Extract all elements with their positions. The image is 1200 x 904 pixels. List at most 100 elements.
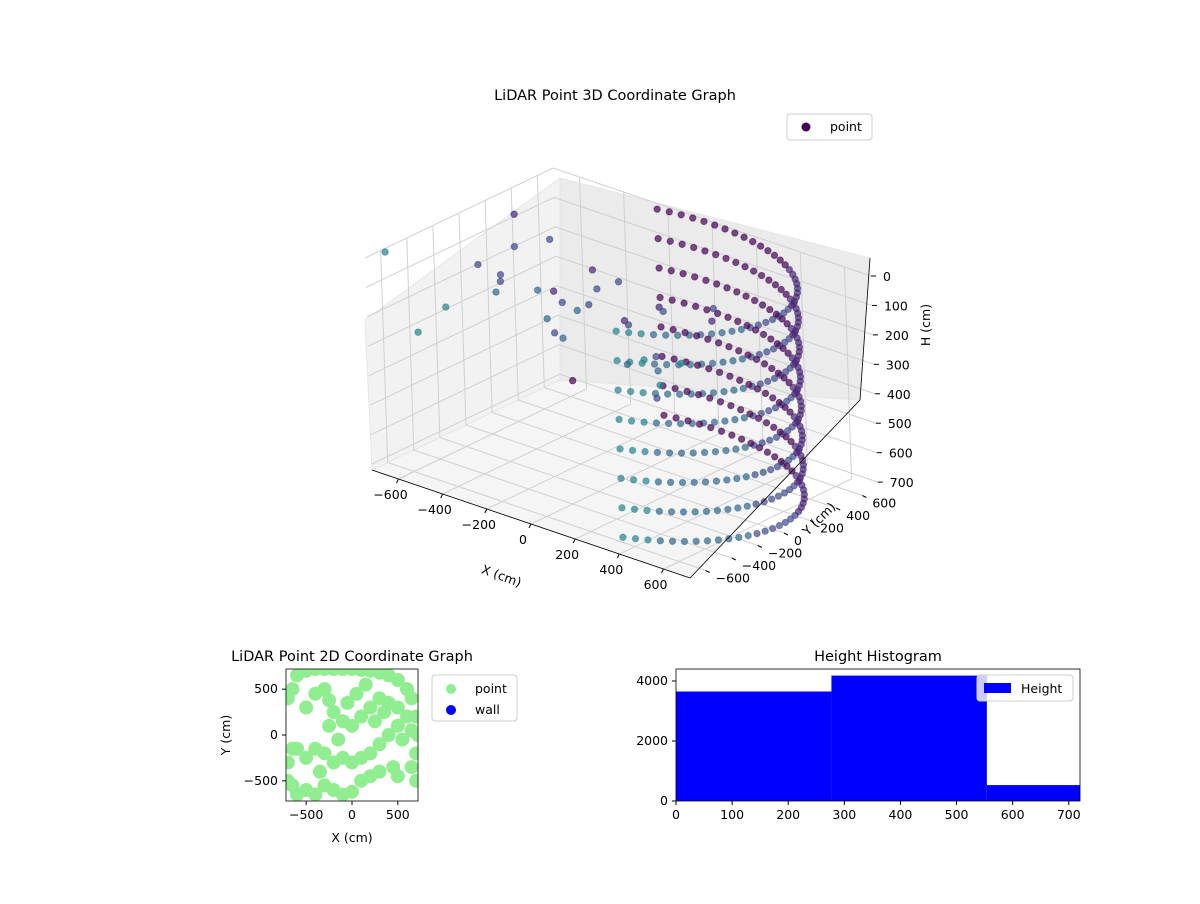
data-point-3d bbox=[679, 508, 688, 516]
data-point-2d-point bbox=[345, 718, 359, 733]
chart-3d-z-axis bbox=[859, 257, 871, 401]
data-point-3d bbox=[712, 280, 721, 288]
data-point-3d bbox=[776, 256, 784, 264]
chart-3d-points bbox=[381, 205, 809, 546]
y-tick bbox=[809, 520, 815, 523]
data-point-3d bbox=[762, 318, 770, 327]
data-point-3d bbox=[663, 390, 672, 398]
data-point-3d bbox=[751, 470, 759, 479]
data-point-3d bbox=[720, 387, 728, 396]
x-tick bbox=[661, 568, 664, 574]
data-point-3d bbox=[767, 335, 775, 343]
data-point-3d bbox=[662, 360, 671, 369]
data-point-3d bbox=[623, 360, 632, 369]
data-point-3d bbox=[771, 281, 780, 289]
data-point-3d bbox=[730, 386, 738, 394]
data-point-3d bbox=[664, 419, 673, 428]
data-point-3d bbox=[689, 214, 697, 222]
z-tick-label: 400 bbox=[887, 387, 911, 402]
y-tick bbox=[835, 507, 841, 511]
data-point-3d bbox=[700, 217, 708, 226]
x-tick-label: 600 bbox=[644, 577, 668, 592]
data-point-3d bbox=[558, 298, 566, 307]
data-point-2d-point bbox=[286, 773, 295, 788]
data-point-3d bbox=[735, 347, 743, 355]
data-point-3d bbox=[559, 334, 567, 342]
data-point-3d bbox=[666, 237, 674, 245]
data-point-3d bbox=[782, 290, 790, 298]
x-tick-label: 200 bbox=[776, 807, 800, 822]
y-tick-label: 600 bbox=[872, 496, 896, 511]
data-point-3d bbox=[722, 254, 730, 263]
data-point-2d-point bbox=[390, 718, 405, 733]
data-point-2d-point bbox=[409, 746, 418, 761]
x-tick-label: 0 bbox=[519, 532, 527, 547]
histogram-title: Height Histogram bbox=[814, 649, 942, 665]
data-point-3d bbox=[654, 367, 662, 375]
data-point-3d bbox=[689, 449, 697, 457]
x-tick bbox=[616, 553, 620, 559]
data-point-3d bbox=[545, 235, 554, 244]
data-point-3d bbox=[743, 502, 751, 510]
data-point-3d bbox=[573, 306, 582, 315]
x-tick-label: 600 bbox=[1001, 807, 1025, 822]
data-point-3d bbox=[677, 449, 686, 457]
data-point-3d bbox=[652, 419, 661, 427]
data-point-3d bbox=[729, 357, 737, 365]
data-point-3d bbox=[670, 355, 678, 363]
y-tick-label: 200 bbox=[820, 521, 844, 536]
data-point-3d bbox=[714, 339, 723, 347]
data-point-3d bbox=[662, 331, 670, 339]
data-point-3d bbox=[727, 401, 735, 410]
data-point-2d-point bbox=[358, 677, 373, 692]
data-point-3d bbox=[787, 437, 795, 446]
data-point-2d-point bbox=[372, 737, 387, 752]
y-tick-label: 2000 bbox=[636, 733, 668, 748]
data-point-3d bbox=[770, 423, 778, 432]
chart-2d-legend: point wall bbox=[431, 674, 518, 722]
data-point-3d bbox=[777, 457, 785, 466]
grid-line-z bbox=[370, 344, 877, 454]
data-point-3d bbox=[723, 476, 731, 484]
data-point-3d bbox=[680, 537, 689, 546]
data-point-2d-point bbox=[367, 714, 382, 729]
z-tick-label: 300 bbox=[886, 357, 910, 372]
data-point-3d bbox=[782, 433, 790, 441]
x-tick-label: 300 bbox=[832, 807, 856, 822]
data-point-3d bbox=[627, 417, 636, 425]
chart-3d: LiDAR Point 3D Coordinate Graph −600−400… bbox=[364, 88, 933, 592]
y-tick bbox=[862, 495, 867, 498]
data-point-2d-point bbox=[322, 693, 337, 708]
data-point-3d bbox=[656, 293, 664, 302]
data-point-3d bbox=[653, 394, 661, 402]
x-tick bbox=[484, 508, 488, 514]
y-tick bbox=[757, 545, 763, 548]
data-point-3d bbox=[736, 376, 744, 384]
z-tick-label: 600 bbox=[889, 446, 913, 461]
data-point-3d bbox=[684, 417, 692, 425]
data-point-3d bbox=[690, 243, 698, 252]
chart-3d-legend: point bbox=[786, 113, 873, 141]
data-point-3d bbox=[759, 468, 767, 477]
chart-2d-legend-wall-label: wall bbox=[475, 702, 500, 717]
data-point-3d bbox=[757, 271, 766, 280]
data-point-3d bbox=[659, 307, 667, 316]
data-point-3d bbox=[753, 529, 761, 538]
data-point-3d bbox=[654, 478, 663, 486]
data-point-3d bbox=[761, 527, 769, 535]
data-point-3d bbox=[779, 344, 787, 353]
data-point-2d-point bbox=[390, 673, 405, 687]
data-point-2d-point bbox=[299, 750, 314, 765]
data-point-3d bbox=[732, 445, 740, 453]
histogram-legend: Height bbox=[976, 674, 1074, 702]
grid-line-z bbox=[364, 167, 872, 277]
x-tick-label: 700 bbox=[1057, 807, 1081, 822]
data-point-3d bbox=[736, 405, 745, 414]
data-point-3d bbox=[738, 355, 747, 363]
data-point-3d bbox=[650, 360, 659, 368]
histogram-legend-box bbox=[976, 674, 1074, 702]
data-point-2d-point bbox=[363, 700, 378, 715]
z-tick-label: 0 bbox=[883, 269, 891, 284]
